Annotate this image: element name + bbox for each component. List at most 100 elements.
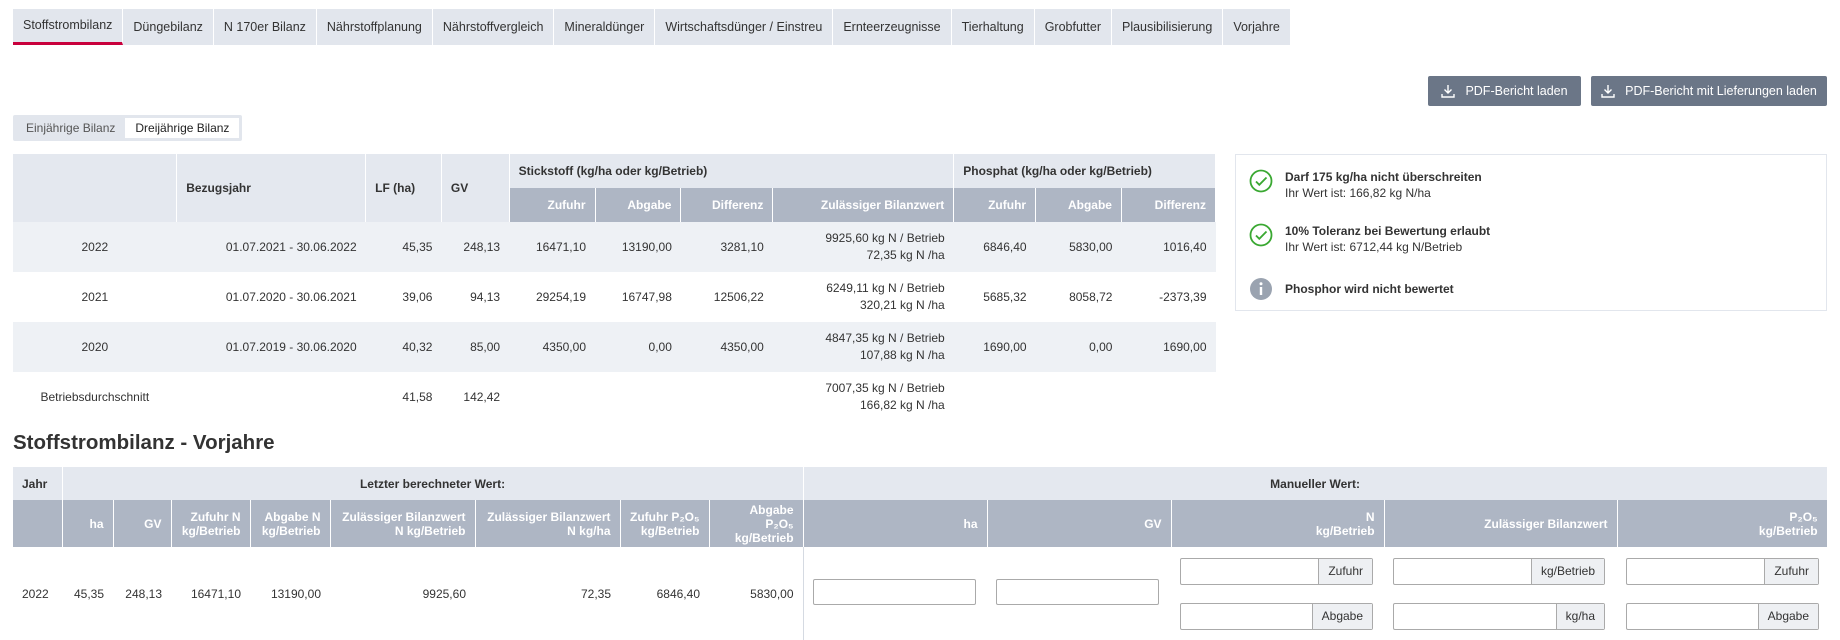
header-zulaessiger-bilanzwert: Zulässiger Bilanzwert bbox=[772, 188, 955, 222]
manual-p-cell: Zufuhr Abgabe bbox=[1617, 547, 1827, 640]
row-n-zufuhr: 29254,19 bbox=[535, 290, 586, 304]
row-n-differenz: 4350,00 bbox=[680, 322, 773, 372]
header-lf: LF (ha) bbox=[365, 154, 442, 222]
addon-zufuhr: Zufuhr bbox=[1764, 559, 1819, 584]
manual-gv-input[interactable] bbox=[996, 579, 1160, 605]
row-n-differenz: 12506,22 bbox=[713, 290, 764, 304]
addon-kg-betrieb: kg/Betrieb bbox=[1531, 559, 1605, 584]
pdf-report-with-deliveries-label: PDF-Bericht mit Lieferungen laden bbox=[1625, 84, 1817, 98]
manual-zul-cell: kg/Betrieb kg/ha bbox=[1384, 547, 1617, 640]
manual-p-abgabe-input[interactable]: Abgabe bbox=[1626, 603, 1820, 630]
row-p-zufuhr: 6846,40 bbox=[953, 222, 1036, 272]
manual-zul-betrieb-input[interactable]: kg/Betrieb bbox=[1393, 558, 1606, 585]
input-field[interactable] bbox=[1181, 559, 1318, 584]
header-line: P₂O₅ bbox=[1789, 509, 1818, 524]
manual-p-zufuhr-input[interactable]: Zufuhr bbox=[1626, 558, 1820, 585]
tab-n170er-bilanz[interactable]: N 170er Bilanz bbox=[213, 9, 317, 45]
row-gv: 248,13 bbox=[125, 586, 162, 601]
row-abgabe-n: 13190,00 bbox=[270, 586, 321, 601]
zul-per-betrieb: 6249,11 kg N / Betrieb bbox=[826, 281, 945, 295]
manual-zul-ha-input[interactable]: kg/ha bbox=[1393, 603, 1606, 630]
row-n-abgabe: 0,00 bbox=[595, 322, 681, 372]
manual-p-inputs: Zufuhr Abgabe bbox=[1617, 547, 1827, 640]
row-period: 01.07.2019 - 30.06.2020 bbox=[176, 322, 366, 372]
manual-n-zufuhr-input[interactable]: Zufuhr bbox=[1180, 558, 1374, 585]
pdf-report-with-deliveries-button[interactable]: PDF-Bericht mit Lieferungen laden bbox=[1591, 76, 1827, 106]
manual-n-abgabe-input[interactable]: Abgabe bbox=[1180, 603, 1374, 630]
row-p-zufuhr: 5685,32 bbox=[983, 290, 1027, 304]
input-field[interactable] bbox=[1181, 604, 1312, 629]
header-zufuhr-p: Zufuhr P₂O₅ kg/Betrieb bbox=[620, 500, 710, 547]
info-item-limit: Darf 175 kg/ha nicht überschreiten Ihr W… bbox=[1249, 169, 1482, 201]
row-zulaessiger-bilanzwert: 4847,35 kg N / Betrieb 107,88 kg N /ha bbox=[772, 322, 954, 372]
tab-wirtschaftsduenger[interactable]: Wirtschaftsdünger / Einstreu bbox=[655, 9, 834, 45]
tab-duengebilanz[interactable]: Düngebilanz bbox=[123, 9, 214, 45]
row-gv: 85,00 bbox=[441, 322, 510, 372]
tab-plausibilisierung[interactable]: Plausibilisierung bbox=[1111, 9, 1224, 45]
zul-per-ha: 320,21 kg N /ha bbox=[860, 298, 945, 312]
header-gv: GV bbox=[441, 154, 510, 222]
previous-years-table: Jahr Letzter berechneter Wert: Manueller… bbox=[13, 467, 1828, 640]
header-empty bbox=[13, 500, 63, 547]
empty-cell bbox=[1121, 372, 1215, 422]
input-field[interactable] bbox=[1627, 559, 1764, 584]
tab-grobfutter[interactable]: Grobfutter bbox=[1034, 9, 1112, 45]
info-item-value: Ihr Wert ist: 6712,44 kg N/Betrieb bbox=[1285, 240, 1463, 254]
row-p-abgabe: 0,00 bbox=[1035, 322, 1122, 372]
tab-naehrstoffvergleich[interactable]: Nährstoffvergleich bbox=[432, 9, 555, 45]
header-p-differenz: Differenz bbox=[1121, 188, 1217, 222]
row-p-differenz: 1016,40 bbox=[1121, 222, 1216, 272]
header-line: Abgabe P₂O₅ bbox=[749, 502, 794, 531]
header-manual-ha: ha bbox=[803, 500, 988, 547]
table-row: 2022 45,35 248,13 16471,10 13190,00 9925… bbox=[13, 547, 1827, 640]
tab-stoffstrombilanz[interactable]: Stoffstrombilanz bbox=[13, 9, 124, 45]
pdf-report-button[interactable]: PDF-Bericht laden bbox=[1428, 76, 1581, 106]
manual-zul-inputs: kg/Betrieb kg/ha bbox=[1384, 547, 1617, 640]
tab-mineralduenger[interactable]: Mineraldünger bbox=[554, 9, 656, 45]
main-tab-bar: Stoffstrombilanz Düngebilanz N 170er Bil… bbox=[13, 9, 1291, 45]
manual-ha-input[interactable] bbox=[812, 579, 976, 605]
tab-vorjahre[interactable]: Vorjahre bbox=[1223, 9, 1291, 45]
tab-tierhaltung[interactable]: Tierhaltung bbox=[951, 9, 1035, 45]
info-item-value: Ihr Wert ist: 166,82 kg N/ha bbox=[1285, 186, 1431, 200]
zul-per-betrieb: 7007,35 kg N / Betrieb bbox=[825, 381, 945, 395]
header-n-abgabe: Abgabe bbox=[595, 188, 682, 222]
evaluation-info-box: Darf 175 kg/ha nicht überschreiten Ihr W… bbox=[1235, 154, 1827, 311]
table-row: 2021 01.07.2020 - 30.06.2021 39,06 94,13… bbox=[13, 272, 1216, 322]
one-year-balance-option[interactable]: Einjährige Bilanz bbox=[26, 121, 116, 135]
addon-kg-ha: kg/ha bbox=[1555, 604, 1605, 629]
row-p-zufuhr: 1690,00 bbox=[953, 322, 1036, 372]
input-field[interactable] bbox=[1394, 604, 1556, 629]
average-row: Betriebsdurchschnitt 41,58 142,42 7007,3… bbox=[13, 372, 1216, 422]
row-gv: 94,13 bbox=[470, 290, 501, 304]
input-field[interactable] bbox=[1627, 604, 1758, 629]
tab-naehrstoffplanung[interactable]: Nährstoffplanung bbox=[316, 9, 433, 45]
tab-ernteerzeugnisse[interactable]: Ernteerzeugnisse bbox=[833, 9, 952, 45]
manual-n-cell: Zufuhr Abgabe bbox=[1171, 547, 1384, 640]
header-stickstoff: Stickstoff (kg/ha oder kg/Betrieb) bbox=[509, 154, 955, 188]
info-item-phosphor: Phosphor wird nicht bewertet bbox=[1249, 277, 1454, 301]
header-line: N kg/ha bbox=[567, 523, 611, 538]
pdf-report-label: PDF-Bericht laden bbox=[1465, 84, 1568, 98]
table-row: 2020 01.07.2019 - 30.06.2020 40,32 85,00… bbox=[13, 322, 1216, 372]
row-year: 2021 bbox=[81, 290, 109, 304]
header-manual-p: P₂O₅ kg/Betrieb bbox=[1617, 500, 1828, 547]
row-year: 2022 bbox=[13, 222, 177, 272]
row-p-abgabe: 8058,72 bbox=[1069, 290, 1113, 304]
download-icon bbox=[1601, 85, 1615, 98]
input-field[interactable] bbox=[1394, 559, 1531, 584]
header-gv: GV bbox=[113, 500, 172, 547]
empty-cell bbox=[509, 372, 595, 422]
three-year-balance-option[interactable]: Dreijährige Bilanz bbox=[125, 118, 240, 138]
header-n-differenz: Differenz bbox=[680, 188, 774, 222]
header-year bbox=[13, 154, 178, 222]
header-line: kg/Betrieb bbox=[640, 523, 700, 538]
row-n-abgabe: 13190,00 bbox=[595, 222, 681, 272]
row-zulaessiger-bilanzwert: 9925,60 kg N / Betrieb 72,35 kg N /ha bbox=[772, 222, 954, 272]
row-gv: 248,13 bbox=[441, 222, 510, 272]
average-lf: 41,58 bbox=[402, 390, 433, 404]
row-lf: 45,35 bbox=[365, 222, 442, 272]
row-n-zufuhr: 16471,10 bbox=[509, 222, 595, 272]
header-line: kg/Betrieb bbox=[261, 523, 321, 538]
empty-cell bbox=[681, 372, 773, 422]
